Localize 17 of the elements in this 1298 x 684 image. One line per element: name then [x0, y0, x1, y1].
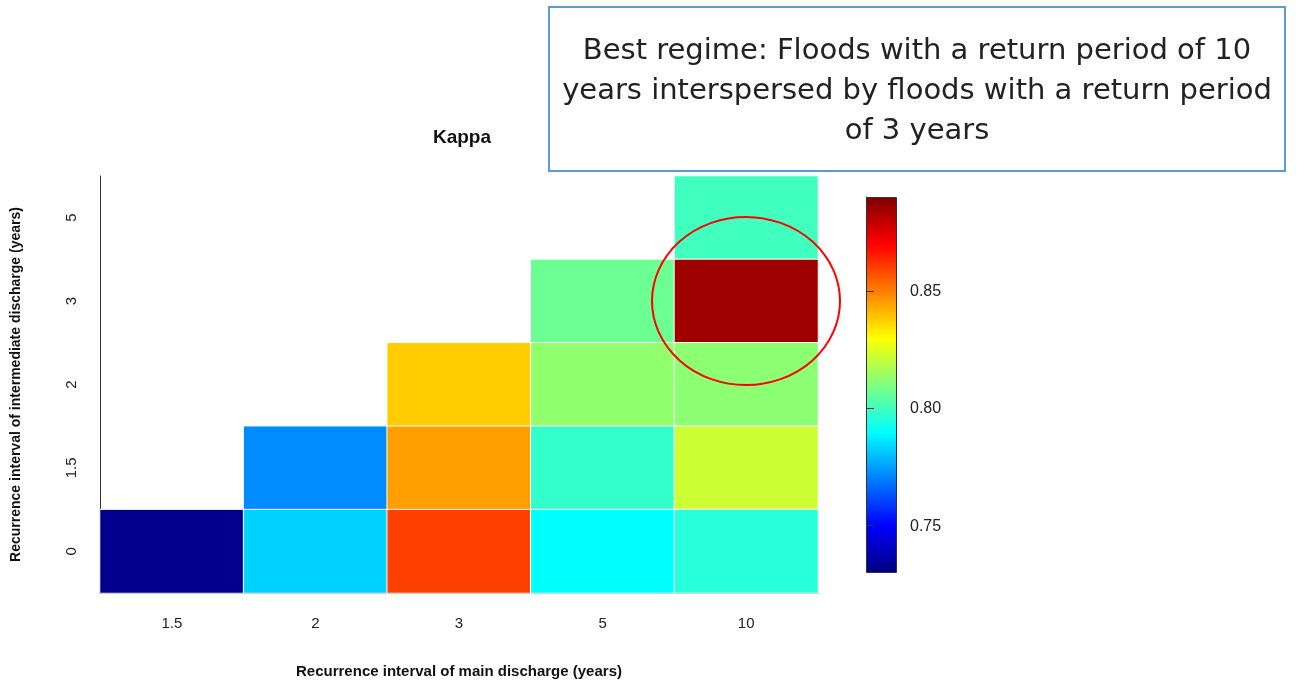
color-bar-label: 0.75: [910, 516, 942, 534]
y-tick-label: 5: [62, 213, 79, 222]
y-tick-label: 3: [62, 296, 79, 306]
color-bar-label: 0.80: [910, 399, 942, 417]
y-tick-label: 0: [62, 547, 79, 556]
text: Best regime: Floods with a return period of 10 years interspersed by floods with a return period of 3 years: [548, 6, 1286, 172]
x-tick-label: 10: [737, 614, 755, 631]
x-tick-label: 1.5: [161, 614, 183, 631]
x-tick-label: 2: [311, 614, 320, 631]
color-bar-label: 0.85: [910, 282, 942, 300]
y-axis-title: Recurrence interval of intermediate discharge (years): [7, 207, 23, 562]
chart-title: Kappa: [432, 126, 492, 147]
y-tick-label: 1.5: [62, 457, 79, 479]
x-tick-label: 3: [454, 614, 464, 631]
x-tick-label: 5: [598, 614, 607, 631]
y-tick-label: 2: [62, 380, 79, 389]
x-axis-title: Recurrence interval of main discharge (years): [296, 662, 622, 679]
